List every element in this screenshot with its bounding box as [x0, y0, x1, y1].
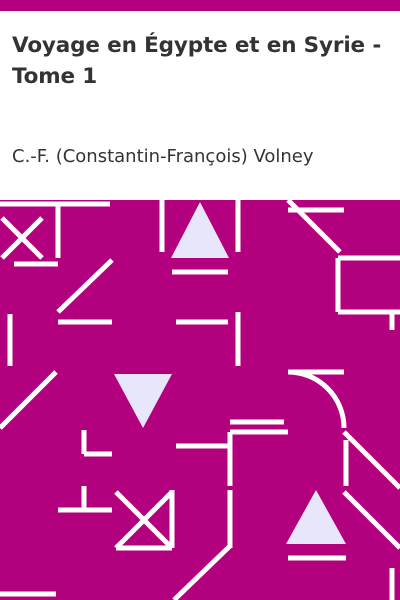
- pattern-shapes: [114, 202, 346, 544]
- pattern-line: [0, 370, 58, 430]
- pattern-triangle-up: [171, 202, 229, 258]
- top-accent-bar: [0, 0, 400, 11]
- pattern-line: [286, 200, 342, 254]
- pattern-arc: [287, 369, 347, 429]
- pattern-triangle-up: [286, 490, 346, 544]
- pattern-triangle-down: [114, 374, 172, 428]
- pattern-line: [342, 490, 400, 550]
- pattern-line: [56, 258, 114, 314]
- cover-pattern: [0, 200, 400, 600]
- book-author: C.-F. (Constantin-François) Volney: [12, 146, 314, 167]
- pattern-lines: [0, 200, 400, 600]
- book-title: Voyage en Égypte et en Syrie - Tome 1: [12, 33, 382, 89]
- pattern-line: [0, 216, 44, 260]
- pattern-line: [172, 544, 232, 600]
- pattern-line: [342, 430, 400, 490]
- pattern-line: [114, 490, 174, 550]
